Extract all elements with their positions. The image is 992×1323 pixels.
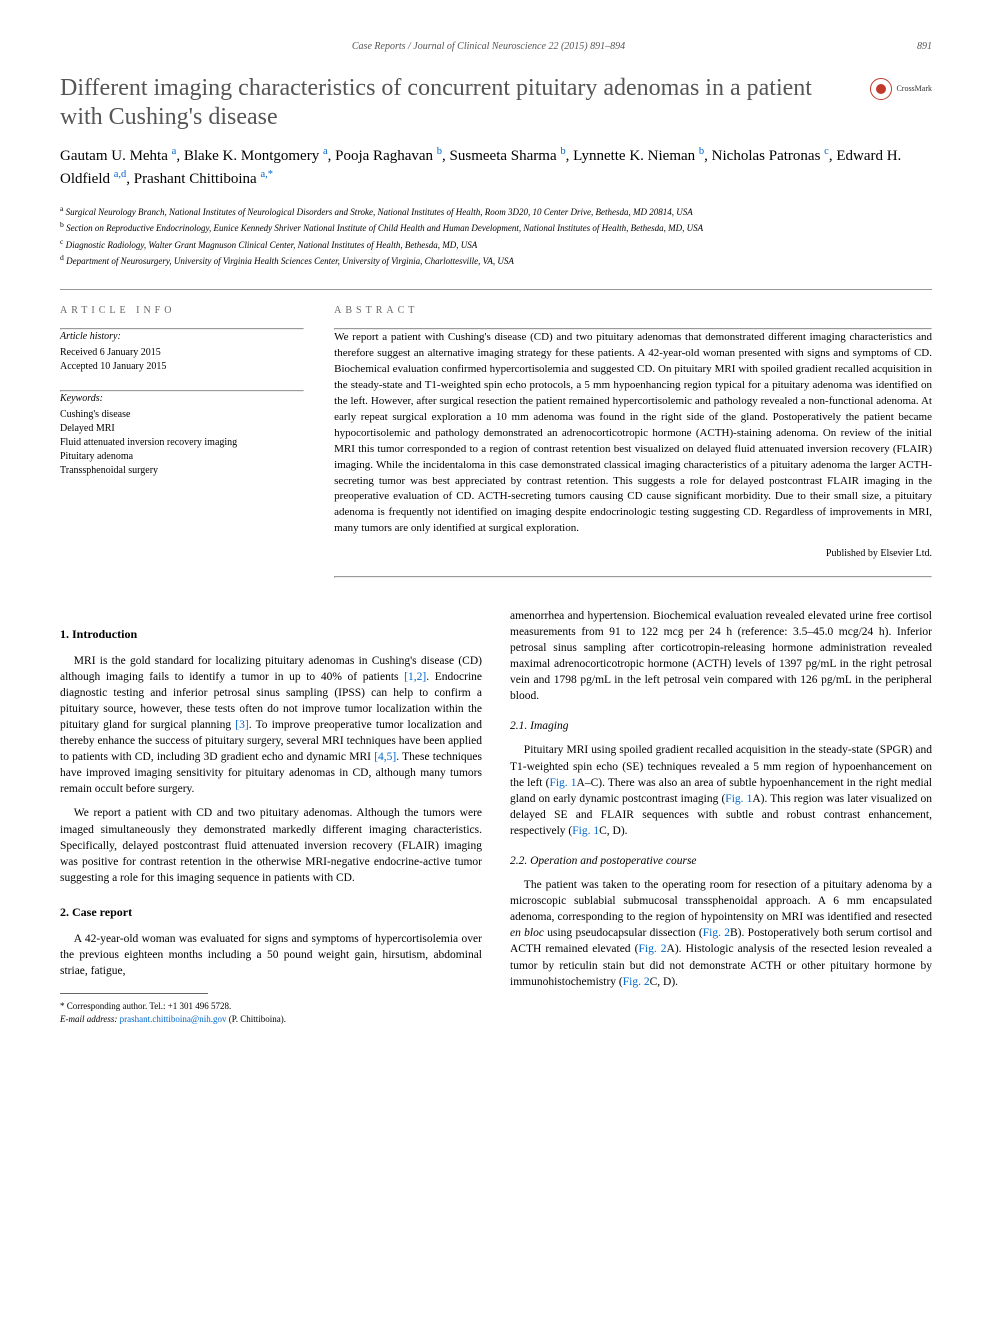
affiliation-a: a Surgical Neurology Branch, National In… (60, 203, 932, 220)
affiliation-c: c Diagnostic Radiology, Walter Grant Mag… (60, 236, 932, 253)
keyword: Pituitary adenoma (60, 450, 304, 464)
article-title: Different imaging characteristics of con… (60, 74, 858, 132)
article-info-column: ARTICLE INFO Article history: Received 6… (60, 304, 304, 578)
keyword: Delayed MRI (60, 422, 304, 436)
affiliation-b: b Section on Reproductive Endocrinology,… (60, 219, 932, 236)
case-para-1: A 42-year-old woman was evaluated for si… (60, 931, 482, 979)
publisher-line: Published by Elsevier Ltd. (334, 547, 932, 562)
keywords-block: Keywords: Cushing's disease Delayed MRI … (60, 392, 304, 478)
article-info-label: ARTICLE INFO (60, 304, 304, 318)
journal-citation: Case Reports / Journal of Clinical Neuro… (352, 40, 625, 54)
section-heading-case-report: 2. Case report (60, 904, 482, 921)
keyword: Cushing's disease (60, 408, 304, 422)
operation-para-1: The patient was taken to the operating r… (510, 877, 932, 990)
corresponding-author-footnote: * Corresponding author. Tel.: +1 301 496… (60, 1000, 482, 1025)
page-number: 891 (917, 40, 932, 54)
abstract-column: ABSTRACT We report a patient with Cushin… (334, 304, 932, 578)
abstract-text: We report a patient with Cushing's disea… (334, 330, 932, 537)
intro-para-2: We report a patient with CD and two pitu… (60, 805, 482, 885)
article-history: Article history: Received 6 January 2015… (60, 330, 304, 374)
crossmark-icon (870, 78, 892, 100)
subsection-heading-imaging: 2.1. Imaging (510, 718, 932, 734)
crossmark-badge[interactable]: CrossMark (870, 78, 932, 100)
abstract-label: ABSTRACT (334, 304, 932, 319)
case-para-1-continued: amenorrhea and hypertension. Biochemical… (510, 608, 932, 705)
affiliations: a Surgical Neurology Branch, National In… (60, 203, 932, 269)
keyword: Transsphenoidal surgery (60, 464, 304, 478)
intro-para-1: MRI is the gold standard for localizing … (60, 653, 482, 798)
section-heading-introduction: 1. Introduction (60, 626, 482, 643)
imaging-para-1: Pituitary MRI using spoiled gradient rec… (510, 742, 932, 839)
author-list: Gautam U. Mehta a, Blake K. Montgomery a… (60, 144, 932, 191)
affiliation-d: d Department of Neurosurgery, University… (60, 252, 932, 269)
keyword: Fluid attenuated inversion recovery imag… (60, 436, 304, 450)
article-body: 1. Introduction MRI is the gold standard… (60, 608, 932, 1025)
running-header: Case Reports / Journal of Clinical Neuro… (60, 40, 932, 54)
crossmark-label: CrossMark (896, 83, 932, 94)
corresponding-email-link[interactable]: prashant.chittiboina@nih.gov (120, 1014, 227, 1024)
subsection-heading-operation: 2.2. Operation and postoperative course (510, 853, 932, 869)
